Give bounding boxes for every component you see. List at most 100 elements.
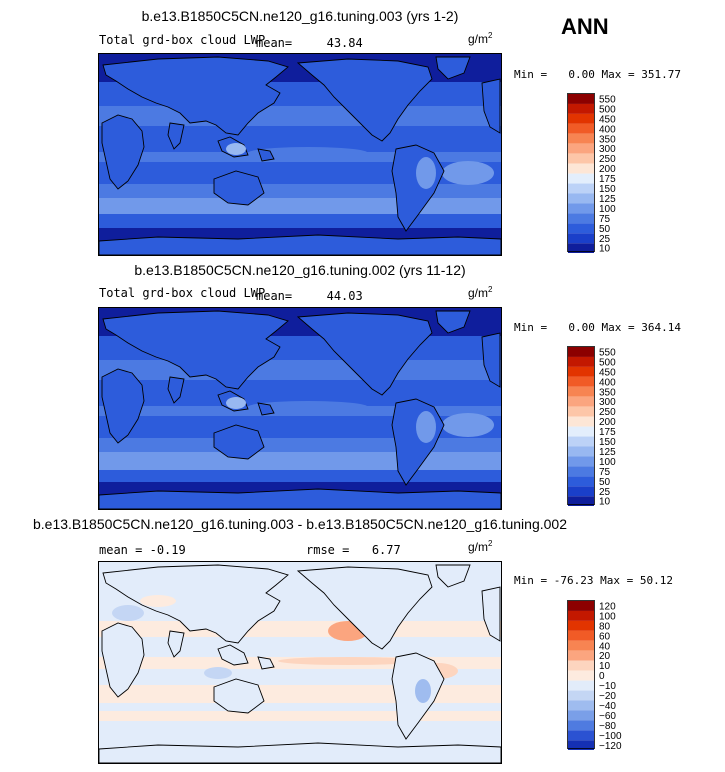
panel-2-units: g/m2 <box>468 285 492 300</box>
colorbar-swatch <box>568 153 594 164</box>
colorbar-tick-label: 75 <box>599 214 611 225</box>
colorbar-swatch <box>568 466 594 477</box>
panel-2-colorbar-labels: 5505004504003503002502001751501251007550… <box>599 347 616 506</box>
panel-2-variable: Total grd-box cloud LWP <box>99 286 266 300</box>
colorbar-swatch <box>568 446 594 457</box>
panel-3-title: b.e13.B1850C5CN.ne120_g16.tuning.003 - b… <box>33 516 567 532</box>
colorbar-tick-label: 150 <box>599 184 616 195</box>
panel-2-units-exp: 2 <box>488 285 493 294</box>
panel-3-mean-label: mean = <box>99 543 143 557</box>
colorbar-swatch <box>568 113 594 124</box>
colorbar-swatch <box>568 630 594 641</box>
colorbar-tick-label: 175 <box>599 427 616 438</box>
colorbar-swatch <box>568 660 594 671</box>
colorbar-swatch <box>568 123 594 134</box>
colorbar-tick-label: 550 <box>599 94 616 105</box>
panel-1-mean: mean= 43.84 <box>256 36 363 50</box>
colorbar-tick-label: 400 <box>599 124 616 135</box>
colorbar-swatch <box>568 710 594 721</box>
panel-2-units-base: g/m <box>468 286 489 300</box>
colorbar-tick-label: −120 <box>599 741 622 750</box>
panel-1-max-value: 351.77 <box>641 68 681 81</box>
colorbar-swatch <box>568 700 594 711</box>
colorbar-swatch <box>568 601 594 611</box>
colorbar-tick-label: 350 <box>599 134 616 145</box>
colorbar-tick-label: 50 <box>599 224 611 235</box>
panel-3-mean: mean = -0.19 <box>99 543 186 557</box>
panel-1-max-label: Max = <box>601 68 635 81</box>
colorbar-swatch <box>568 436 594 447</box>
colorbar-tick-label: 40 <box>599 641 611 652</box>
colorbar-tick-label: 500 <box>599 357 616 368</box>
panel-3-units-base: g/m <box>468 540 489 554</box>
panel-1-colorbar-swatches <box>568 94 594 253</box>
colorbar-swatch <box>568 406 594 417</box>
colorbar-swatch <box>568 680 594 691</box>
colorbar-tick-label: 120 <box>599 601 616 612</box>
colorbar-tick-label: 350 <box>599 387 616 398</box>
panel-2-mean-value: 44.03 <box>326 289 363 303</box>
colorbar-swatch <box>568 620 594 631</box>
colorbar-swatch <box>568 486 594 497</box>
colorbar-tick-label: 0 <box>599 671 605 682</box>
panel-1-mean-value: 43.84 <box>326 36 363 50</box>
colorbar-tick-label: 200 <box>599 417 616 428</box>
colorbar-swatch <box>568 610 594 621</box>
colorbar-swatch <box>568 243 594 253</box>
colorbar-tick-label: 550 <box>599 347 616 358</box>
panel-2-colorbar: 5505004504003503002502001751501251007550… <box>567 346 616 506</box>
colorbar-swatch <box>568 376 594 387</box>
panel-1-colorbar-labels: 5505004504003503002502001751501251007550… <box>599 94 616 253</box>
colorbar-tick-label: 300 <box>599 397 616 408</box>
colorbar-swatch <box>568 356 594 367</box>
colorbar-swatch <box>568 456 594 467</box>
panel-3-minmax: Min = -76.23 Max = 50.12 <box>514 574 673 587</box>
colorbar-swatch <box>568 496 594 506</box>
panel-2-map <box>98 307 502 510</box>
panel-3-rmse-value: 6.77 <box>371 543 401 557</box>
colorbar-tick-label: 10 <box>599 661 611 672</box>
colorbar-tick-label: −10 <box>599 681 616 692</box>
panel-2-title: b.e13.B1850C5CN.ne120_g16.tuning.002 (yr… <box>134 262 466 278</box>
panel-1-min-label: Min = <box>514 68 548 81</box>
panel-1-units: g/m2 <box>468 31 492 46</box>
colorbar-tick-label: 250 <box>599 407 616 418</box>
colorbar-tick-label: −100 <box>599 731 622 742</box>
colorbar-swatch <box>568 650 594 661</box>
colorbar-swatch <box>568 740 594 750</box>
colorbar-swatch <box>568 233 594 244</box>
colorbar-swatch <box>568 670 594 681</box>
colorbar-tick-label: 175 <box>599 174 616 185</box>
colorbar-tick-label: 10 <box>599 244 611 253</box>
colorbar-swatch <box>568 133 594 144</box>
panel-3-colorbar-swatches <box>568 601 594 750</box>
panel-2-min-value: 0.00 <box>568 321 595 334</box>
colorbar-swatch <box>568 193 594 204</box>
colorbar-swatch <box>568 183 594 194</box>
panel-3-min-value: -76.23 <box>553 574 594 587</box>
colorbar-tick-label: 450 <box>599 367 616 378</box>
colorbar-tick-label: 400 <box>599 377 616 388</box>
colorbar-swatch <box>568 203 594 214</box>
colorbar-tick-label: 125 <box>599 194 616 205</box>
panel-1-units-exp: 2 <box>488 31 493 40</box>
colorbar-swatch <box>568 103 594 114</box>
colorbar-tick-label: 450 <box>599 114 616 125</box>
colorbar-swatch <box>568 690 594 701</box>
colorbar-tick-label: −60 <box>599 711 616 722</box>
colorbar-tick-label: 300 <box>599 144 616 155</box>
panel-2-colorbar-swatches <box>568 347 594 506</box>
panel-2-mean-label: mean= <box>256 289 293 303</box>
panel-3-rmse-label: rmse = <box>306 543 350 557</box>
colorbar-swatch <box>568 730 594 741</box>
panel-2-min-label: Min = <box>514 321 548 334</box>
colorbar-swatch <box>568 347 594 357</box>
colorbar-swatch <box>568 223 594 234</box>
panel-3-units-exp: 2 <box>488 539 493 548</box>
colorbar-tick-label: 250 <box>599 154 616 165</box>
colorbar-tick-label: 200 <box>599 164 616 175</box>
colorbar-tick-label: −80 <box>599 721 616 732</box>
colorbar-swatch <box>568 426 594 437</box>
panel-2-max-label: Max = <box>601 321 635 334</box>
